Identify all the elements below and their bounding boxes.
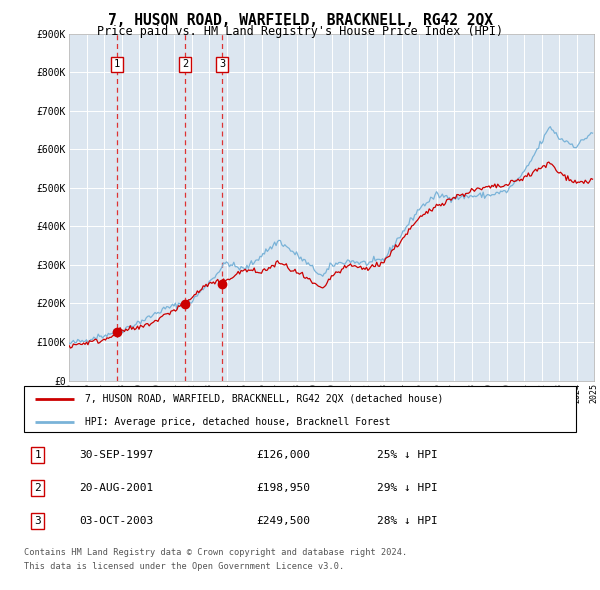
Text: 25% ↓ HPI: 25% ↓ HPI [377, 450, 438, 460]
Text: 03-OCT-2003: 03-OCT-2003 [79, 516, 154, 526]
Text: £126,000: £126,000 [256, 450, 310, 460]
Text: 2: 2 [182, 60, 188, 70]
Text: 30-SEP-1997: 30-SEP-1997 [79, 450, 154, 460]
Text: 28% ↓ HPI: 28% ↓ HPI [377, 516, 438, 526]
Text: 7, HUSON ROAD, WARFIELD, BRACKNELL, RG42 2QX: 7, HUSON ROAD, WARFIELD, BRACKNELL, RG42… [107, 13, 493, 28]
Text: £249,500: £249,500 [256, 516, 310, 526]
Text: 1: 1 [34, 450, 41, 460]
Text: 1: 1 [114, 60, 120, 70]
Text: 7, HUSON ROAD, WARFIELD, BRACKNELL, RG42 2QX (detached house): 7, HUSON ROAD, WARFIELD, BRACKNELL, RG42… [85, 394, 443, 404]
Text: 3: 3 [219, 60, 225, 70]
Text: 20-AUG-2001: 20-AUG-2001 [79, 483, 154, 493]
Text: Price paid vs. HM Land Registry's House Price Index (HPI): Price paid vs. HM Land Registry's House … [97, 25, 503, 38]
Text: HPI: Average price, detached house, Bracknell Forest: HPI: Average price, detached house, Brac… [85, 417, 390, 427]
Text: 2: 2 [34, 483, 41, 493]
Text: 3: 3 [34, 516, 41, 526]
Text: 29% ↓ HPI: 29% ↓ HPI [377, 483, 438, 493]
Text: £198,950: £198,950 [256, 483, 310, 493]
Text: Contains HM Land Registry data © Crown copyright and database right 2024.: Contains HM Land Registry data © Crown c… [24, 548, 407, 556]
Text: This data is licensed under the Open Government Licence v3.0.: This data is licensed under the Open Gov… [24, 562, 344, 571]
